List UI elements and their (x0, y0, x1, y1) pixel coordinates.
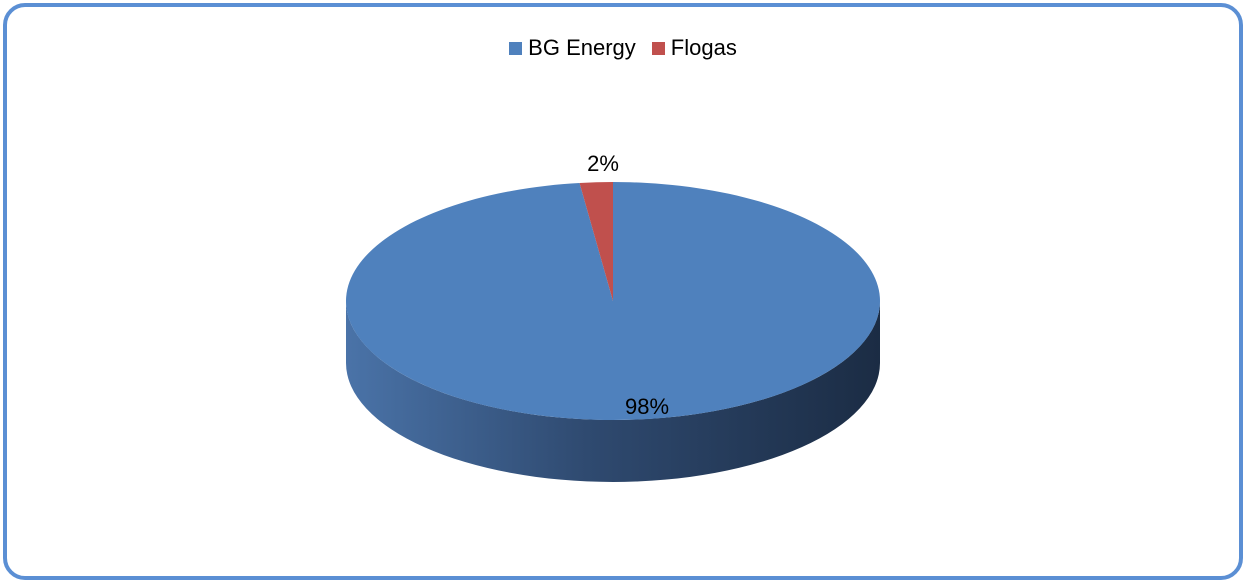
pie-slice-flogas (579, 182, 613, 301)
pie-side-bg-energy (346, 301, 880, 482)
legend-item-bg-energy: BG Energy (509, 35, 636, 61)
legend-swatch-flogas (651, 41, 665, 55)
data-label-bg-energy: 98% (625, 394, 669, 419)
data-label-flogas: 2% (587, 151, 619, 176)
pie-chart: 2% 98% (346, 151, 880, 482)
legend-item-flogas: Flogas (651, 35, 737, 61)
legend-label-flogas: Flogas (670, 35, 737, 60)
legend-swatch-bg-energy (509, 41, 523, 55)
legend: BG Energy Flogas (7, 35, 1239, 61)
chart-frame: BG Energy Flogas 2% 98% (3, 3, 1243, 580)
legend-label-bg-energy: BG Energy (528, 35, 636, 60)
